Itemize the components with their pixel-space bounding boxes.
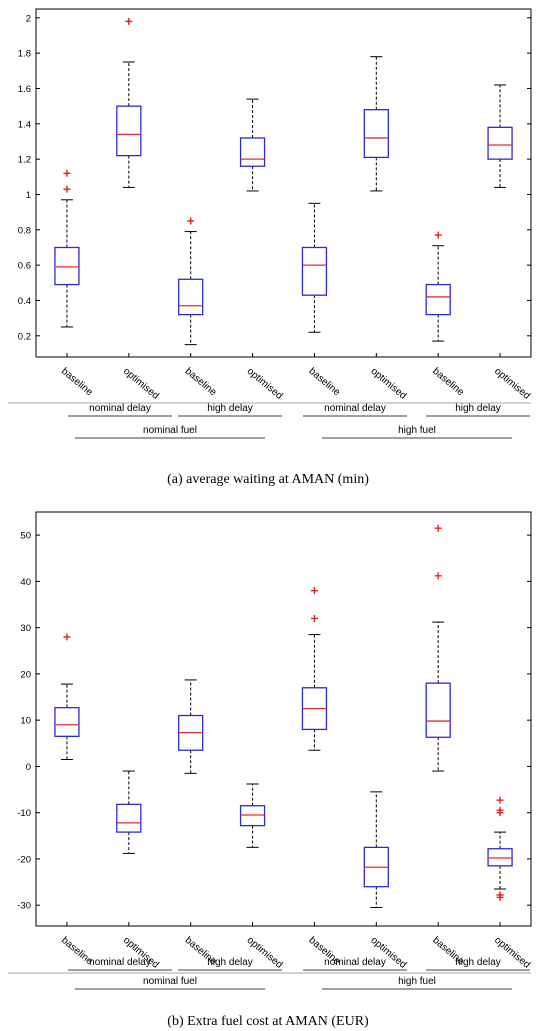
iqr-box (363, 109, 389, 159)
figure-caption: (b) Extra fuel cost at AMAN (EUR) (167, 1014, 369, 1029)
y-tick-label: 50 (20, 531, 31, 542)
outlier-marker (63, 633, 71, 641)
iqr-box (239, 137, 266, 167)
delay-group-label: high delay (455, 403, 501, 414)
y-tick-label: 30 (20, 623, 31, 634)
outlier-marker (496, 893, 504, 901)
outlier-marker (63, 169, 71, 177)
delay-group-label: high delay (207, 403, 253, 414)
outlier-marker (434, 231, 442, 239)
category-label: baseline (307, 366, 343, 399)
plot-frame (35, 511, 532, 927)
iqr-box (116, 803, 142, 833)
y-tick-label: 0.6 (18, 261, 31, 272)
delay-group-label: high delay (455, 957, 501, 968)
figure-caption: (a) average waiting at AMAN (min) (167, 472, 369, 487)
category-label: optimised (368, 366, 408, 402)
y-tick-label: -30 (17, 901, 31, 912)
outlier-marker (125, 17, 133, 25)
outlier-marker (496, 809, 504, 817)
iqr-box (425, 283, 451, 316)
delay-group-label: nominal delay (324, 957, 386, 968)
category-label: optimised (492, 366, 532, 402)
iqr-box (54, 707, 80, 737)
iqr-box (178, 278, 204, 316)
y-tick-label: -10 (17, 808, 31, 819)
plot-frame (35, 8, 532, 358)
y-tick-label: 0.8 (18, 225, 31, 236)
y-tick-label: 0.2 (18, 331, 31, 342)
iqr-box (487, 126, 513, 160)
fuel-group-label: nominal fuel (143, 425, 197, 436)
fuel-group-label: nominal fuel (143, 976, 197, 987)
y-tick-label: 10 (20, 716, 31, 727)
outlier-marker (434, 524, 442, 532)
delay-group-label: nominal delay (89, 403, 151, 414)
category-label: baseline (59, 366, 95, 399)
y-tick-label: 1.6 (18, 84, 31, 95)
iqr-box (116, 105, 142, 157)
category-label: baseline (430, 366, 466, 399)
y-tick-label: 1.4 (18, 119, 31, 130)
category-label: optimised (245, 366, 285, 402)
iqr-box (425, 682, 451, 738)
y-tick-label: 1 (26, 190, 31, 201)
fuel-group-label: high fuel (398, 976, 436, 987)
y-tick-label: 40 (20, 577, 31, 588)
y-tick-label: -20 (17, 854, 31, 865)
iqr-box (301, 246, 328, 296)
outlier-marker (310, 614, 318, 622)
outlier-marker (310, 587, 318, 595)
iqr-box (239, 805, 266, 827)
delay-group-label: nominal delay (89, 957, 151, 968)
outlier-marker (496, 796, 504, 804)
y-tick-label: 0 (26, 762, 31, 773)
y-tick-label: 2 (26, 13, 31, 24)
category-label: optimised (121, 366, 161, 402)
outlier-marker (63, 185, 71, 193)
iqr-box (54, 246, 80, 286)
waiting-time-boxplot: 0.2 0.4 0.6 0.8 1 1.2 1.4 1.6 1.8 2 baseline optimi… (8, 8, 532, 487)
y-tick-label: 20 (20, 669, 31, 680)
outlier-marker (187, 217, 195, 225)
outlier-marker (434, 572, 442, 580)
fuel-group-label: high fuel (398, 425, 436, 436)
category-label: baseline (183, 366, 219, 399)
delay-group-label: nominal delay (324, 403, 386, 414)
y-tick-label: 0.4 (18, 296, 31, 307)
iqr-box (487, 848, 513, 867)
y-tick-label: 1.8 (18, 49, 31, 60)
y-tick-label: 1.2 (18, 155, 31, 166)
delay-group-label: high delay (207, 957, 253, 968)
